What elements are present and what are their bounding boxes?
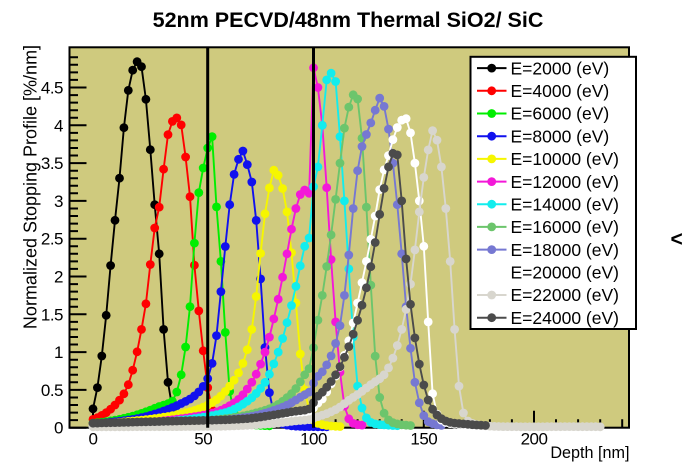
svg-text:E=16000 (eV): E=16000 (eV) (511, 217, 619, 237)
svg-text:E=14000 (eV): E=14000 (eV) (511, 194, 619, 214)
svg-text:E=8000 (eV): E=8000 (eV) (511, 126, 610, 146)
svg-text:52nm PECVD/48nm Thermal SiO2/: 52nm PECVD/48nm Thermal SiO2/ SiC (153, 8, 544, 32)
svg-text:0.5: 0.5 (41, 381, 63, 400)
svg-text:<: < (671, 228, 683, 251)
svg-text:0: 0 (89, 430, 98, 449)
svg-text:1.5: 1.5 (41, 305, 63, 324)
svg-text:E=18000 (eV): E=18000 (eV) (511, 240, 619, 260)
svg-text:E=20000 (eV): E=20000 (eV) (511, 263, 619, 283)
svg-text:4.5: 4.5 (41, 79, 63, 98)
svg-text:200: 200 (521, 430, 548, 449)
svg-text:E=12000 (eV): E=12000 (eV) (511, 172, 619, 192)
svg-text:E=10000 (eV): E=10000 (eV) (511, 149, 619, 169)
svg-text:2: 2 (54, 268, 63, 287)
svg-text:E=2000 (eV): E=2000 (eV) (511, 58, 610, 78)
svg-text:150: 150 (410, 430, 437, 449)
svg-text:1: 1 (54, 343, 63, 362)
svg-text:100: 100 (300, 430, 327, 449)
svg-text:E=22000 (eV): E=22000 (eV) (511, 285, 619, 305)
svg-text:Normalized Stopping Profile [%: Normalized Stopping Profile [%/nm] (21, 45, 41, 329)
svg-text:E=24000 (eV): E=24000 (eV) (511, 308, 619, 328)
svg-text:50: 50 (194, 430, 212, 449)
svg-text:3: 3 (54, 192, 63, 211)
svg-text:E=4000 (eV): E=4000 (eV) (511, 81, 610, 101)
svg-text:3.5: 3.5 (41, 154, 63, 173)
svg-text:0: 0 (54, 419, 63, 438)
svg-text:Depth [nm]: Depth [nm] (550, 444, 629, 462)
svg-text:4: 4 (54, 116, 63, 135)
svg-text:E=6000 (eV): E=6000 (eV) (511, 104, 610, 124)
svg-text:2.5: 2.5 (41, 230, 63, 249)
